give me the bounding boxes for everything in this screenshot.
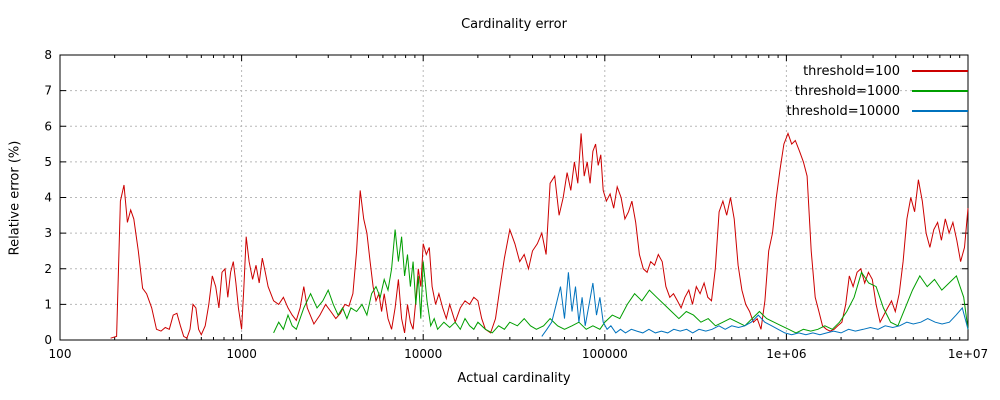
legend-line-sample <box>912 70 968 72</box>
x-tick-label: 10000 <box>404 347 442 361</box>
legend-item: threshold=10000 <box>787 101 968 121</box>
x-tick-label: 1e+06 <box>766 347 806 361</box>
legend-line-sample <box>912 90 968 92</box>
series-line-threshold=10000 <box>541 272 969 337</box>
legend-item: threshold=100 <box>787 61 968 81</box>
series-line-threshold=1000 <box>273 229 969 334</box>
x-tick-label: 100 <box>49 347 72 361</box>
legend-label: threshold=1000 <box>794 83 900 99</box>
y-tick-label: 4 <box>44 191 52 205</box>
y-axis-label: Relative error (%) <box>7 140 23 256</box>
x-axis-label: Actual cardinality <box>457 371 571 386</box>
legend-item: threshold=1000 <box>787 81 968 101</box>
chart-title: Cardinality error <box>461 17 567 32</box>
legend-label: threshold=100 <box>803 63 900 79</box>
y-tick-label: 6 <box>44 119 52 133</box>
legend-line-sample <box>912 110 968 112</box>
x-tick-label: 100000 <box>582 347 628 361</box>
series-line-threshold=100 <box>110 131 969 339</box>
y-tick-label: 2 <box>44 262 52 276</box>
y-tick-label: 3 <box>44 226 52 240</box>
y-tick-label: 8 <box>44 48 52 62</box>
y-tick-label: 5 <box>44 155 52 169</box>
x-tick-label: 1e+07 <box>948 347 988 361</box>
y-tick-label: 7 <box>44 84 52 98</box>
x-tick-label: 1000 <box>226 347 257 361</box>
legend-label: threshold=10000 <box>786 103 900 119</box>
y-tick-label: 0 <box>44 333 52 347</box>
legend: threshold=100 threshold=1000 threshold=100… <box>787 61 968 121</box>
y-tick-label: 1 <box>44 297 52 311</box>
